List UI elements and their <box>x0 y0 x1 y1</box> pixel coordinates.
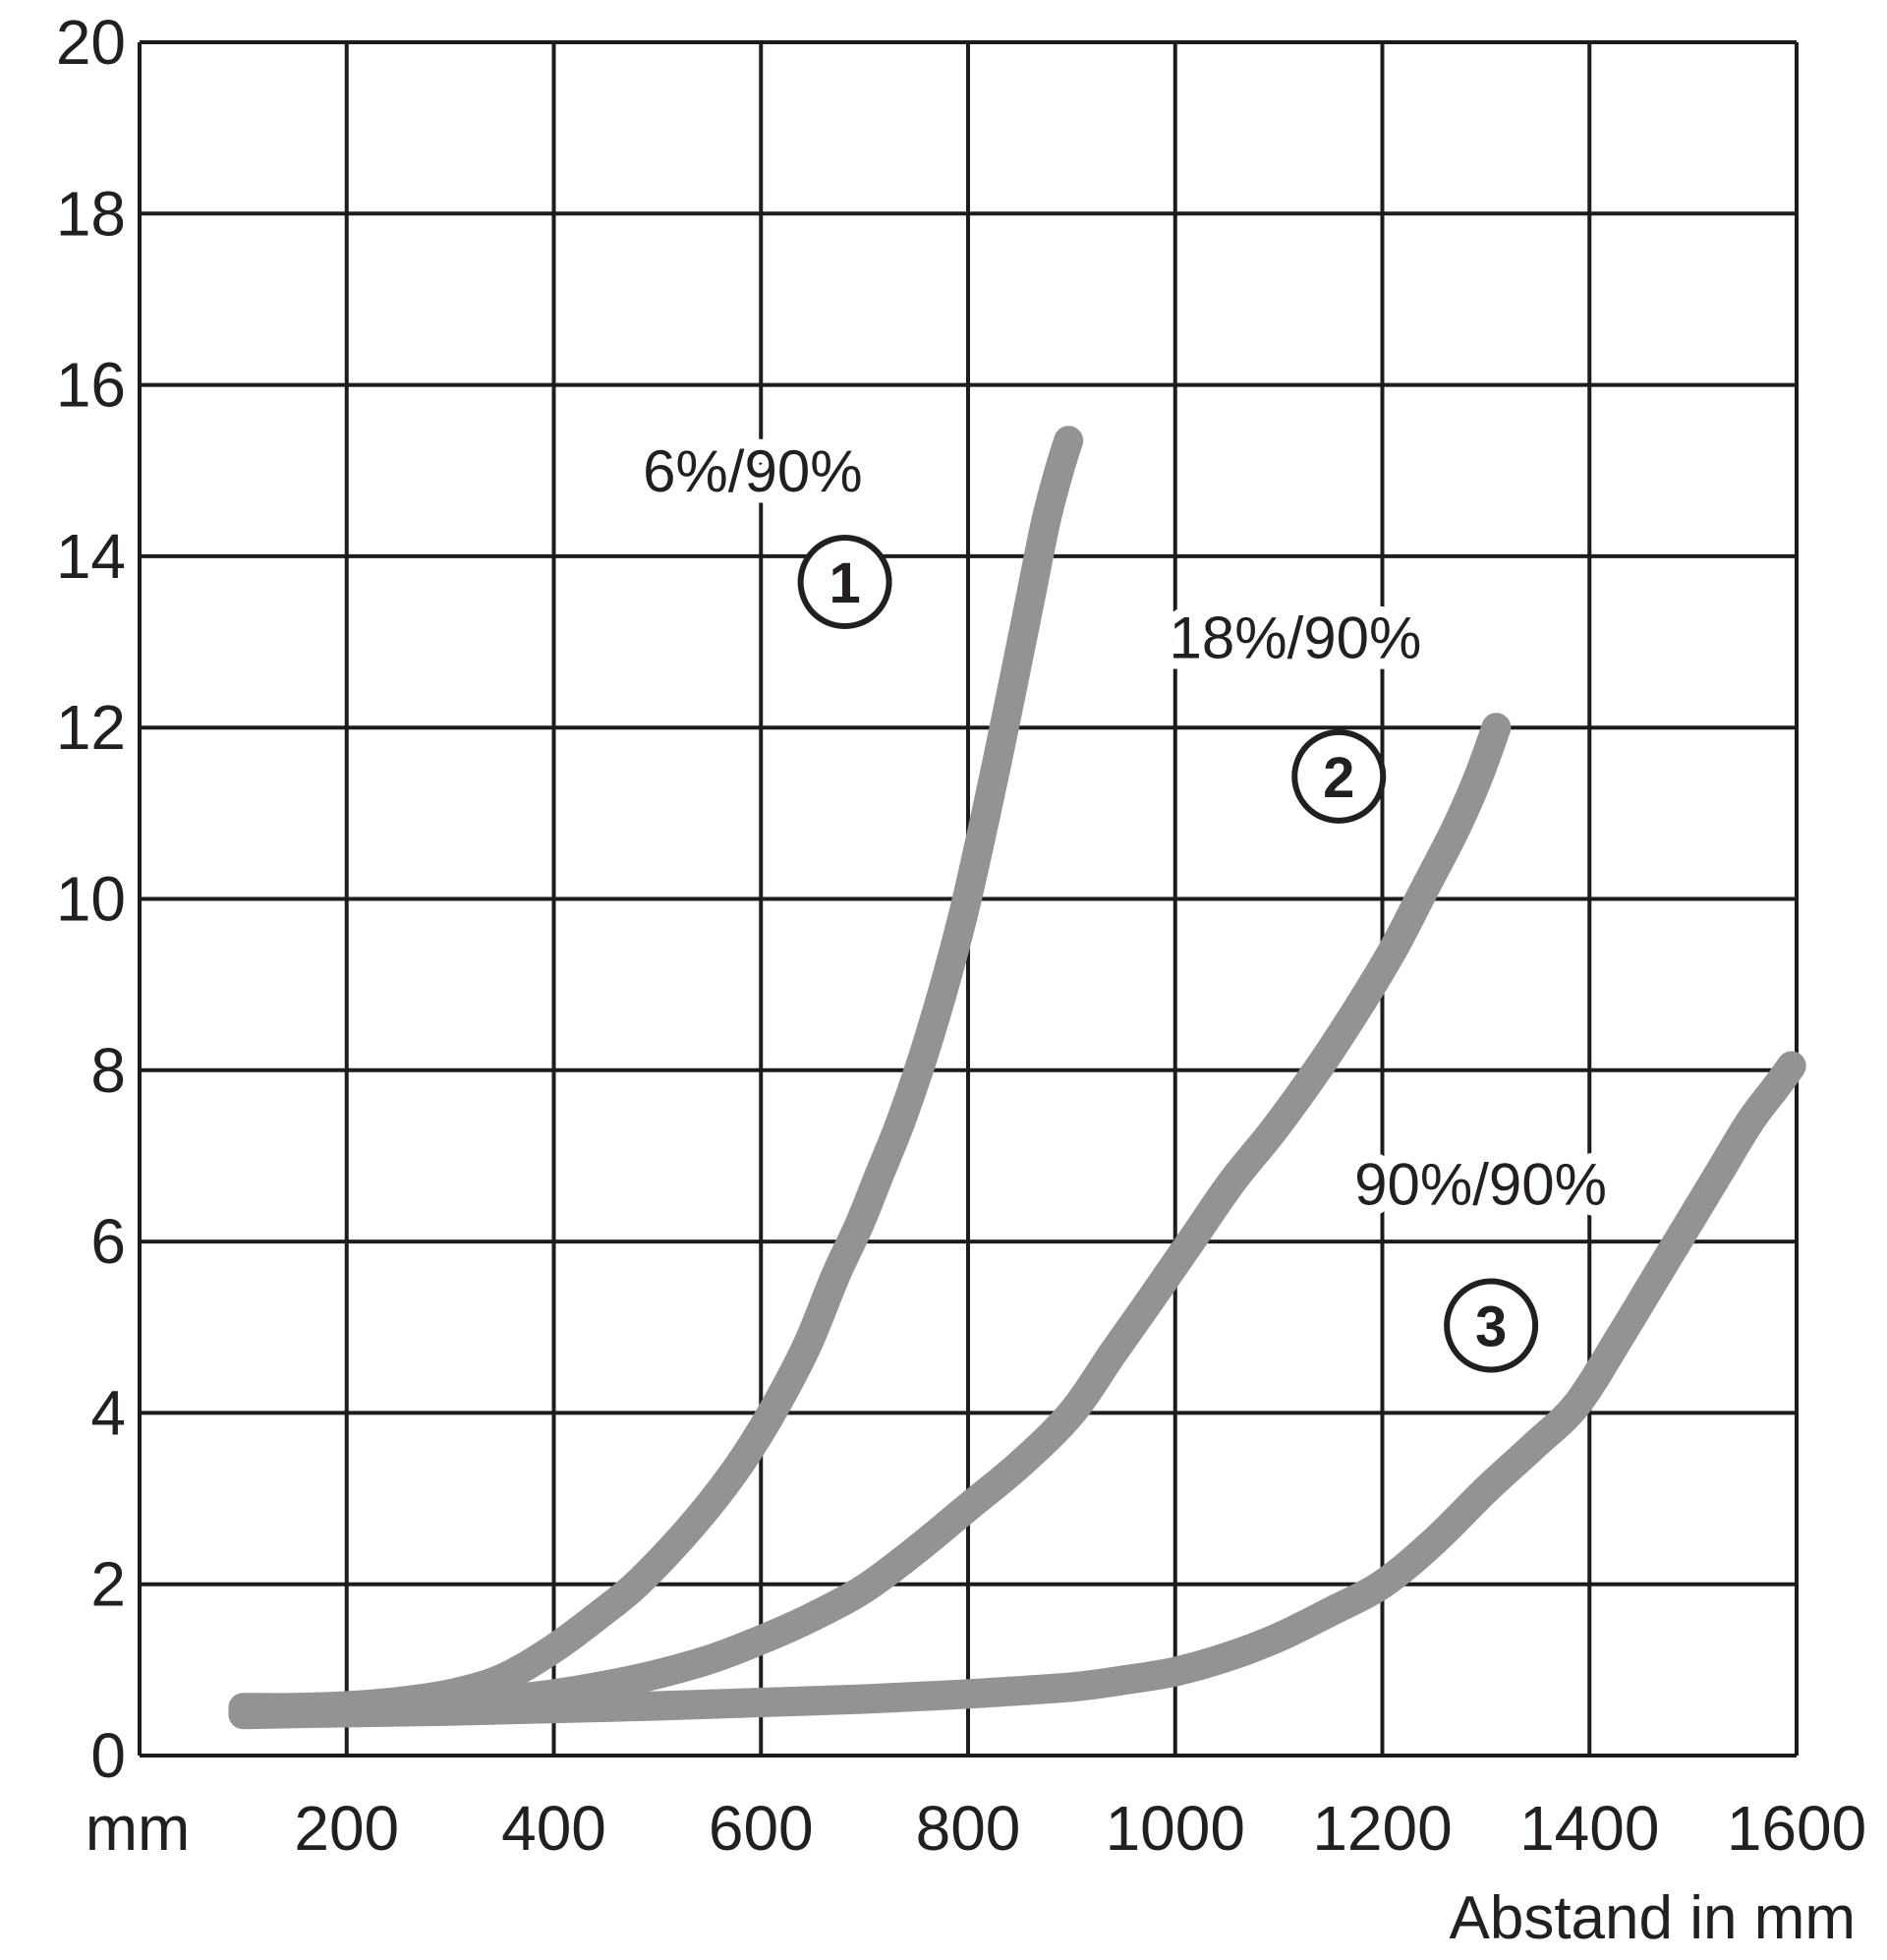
x-tick-label: 1600 <box>1727 1793 1866 1864</box>
curve-marker-3: 3 <box>1444 1278 1539 1373</box>
curve-marker-2: 2 <box>1291 728 1387 824</box>
x-tick-label: 400 <box>501 1793 606 1864</box>
y-tick-label: 10 <box>56 864 126 935</box>
x-axis-title: Abstand in mm <box>1449 1884 1856 1952</box>
curves <box>228 426 1806 1730</box>
marker-circle <box>1444 1278 1539 1373</box>
x-tick-label: 1200 <box>1312 1793 1452 1864</box>
x-tick-label: 600 <box>709 1793 814 1864</box>
y-tick-label: 6 <box>90 1206 126 1277</box>
curve-label-1: 6%/90% <box>643 438 862 504</box>
marker-number: 1 <box>829 551 860 615</box>
curve-label-2: 18%/90% <box>1170 605 1422 671</box>
y-tick-label: 12 <box>56 692 126 763</box>
grid <box>138 40 1799 1758</box>
x-tick-label: 800 <box>916 1793 1021 1864</box>
y-tick-label: 16 <box>56 350 126 421</box>
marker-number: 2 <box>1323 746 1354 810</box>
y-tick-label: 14 <box>56 521 126 592</box>
y-tick-label: 8 <box>90 1035 126 1106</box>
curve-annotations: 6%/90% 1 18%/90% 2 90%/90% 3 <box>632 428 1618 1373</box>
x-tick-label: 1400 <box>1519 1793 1659 1864</box>
marker-number: 3 <box>1475 1296 1507 1359</box>
marker-circle <box>1291 728 1387 824</box>
y-tick-label: 2 <box>90 1549 126 1620</box>
y-tick-label: 20 <box>56 7 126 78</box>
y-tick-label: 0 <box>90 1720 126 1791</box>
curve-marker-1: 1 <box>797 535 892 630</box>
curve-label-3: 90%/90% <box>1354 1152 1607 1218</box>
y-axis-unit-label: mm <box>86 1793 191 1864</box>
curve-3 <box>228 1051 1806 1730</box>
marker-circle <box>797 535 892 630</box>
y-tick-label: 18 <box>56 178 126 249</box>
x-tick-label: 200 <box>294 1793 399 1864</box>
x-tick-label: 1000 <box>1106 1793 1245 1864</box>
curve-1 <box>228 426 1084 1723</box>
y-tick-label: 4 <box>90 1377 126 1448</box>
